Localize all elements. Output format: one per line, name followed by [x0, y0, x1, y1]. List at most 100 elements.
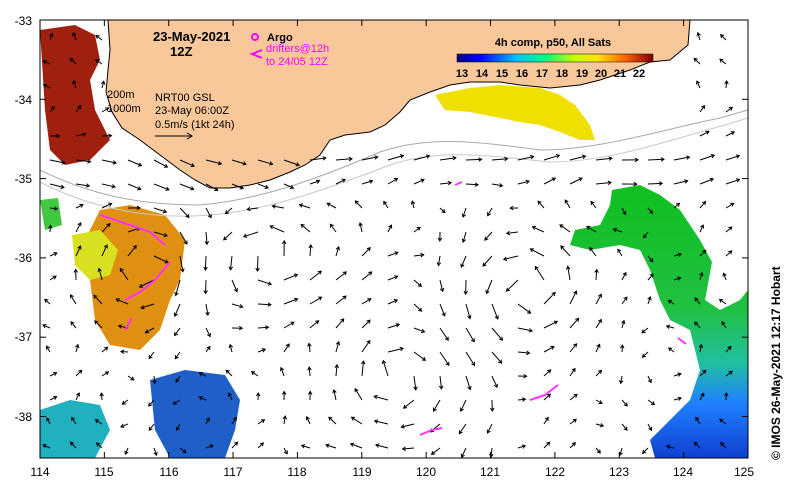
current-vector-head	[677, 396, 683, 401]
current-vector-head	[140, 305, 145, 310]
current-vector-head	[597, 369, 603, 374]
current-vector	[543, 369, 551, 377]
current-vector-head	[658, 181, 664, 186]
current-vector	[205, 159, 222, 165]
current-vector	[351, 416, 363, 425]
scale-label: 0.5m/s (1kt 24h)	[155, 119, 234, 131]
current-vector	[153, 447, 157, 456]
current-vector	[439, 182, 452, 185]
current-vector-head	[239, 304, 244, 309]
current-vector	[567, 266, 571, 281]
current-vector-head	[702, 369, 707, 374]
current-vector	[335, 178, 346, 185]
current-vector-head	[607, 180, 612, 185]
current-vector-head	[94, 59, 100, 64]
current-vector	[153, 231, 168, 237]
x-tick-label: 121	[480, 465, 500, 479]
current-vector	[673, 156, 690, 161]
current-vector	[517, 180, 530, 185]
current-vector	[530, 248, 545, 257]
current-vector-head	[120, 349, 125, 354]
current-vector	[179, 207, 190, 218]
current-vector-head	[190, 163, 196, 168]
current-vector	[283, 343, 290, 353]
current-vector-head	[227, 392, 232, 397]
current-vector	[95, 35, 103, 41]
current-vector-head	[173, 312, 178, 317]
current-vector	[595, 370, 602, 377]
current-vector	[75, 245, 81, 257]
current-vector-head	[332, 388, 337, 394]
current-vector-head	[281, 390, 287, 395]
current-vector-head	[94, 320, 99, 325]
current-vector	[595, 344, 601, 353]
current-vector-head	[234, 441, 239, 446]
current-vector	[413, 179, 425, 185]
current-vector-head	[72, 31, 77, 37]
current-vector	[413, 327, 425, 333]
current-vector	[465, 158, 482, 161]
current-vector-head	[723, 391, 729, 397]
current-vector-head	[203, 290, 208, 295]
current-vector-head	[573, 290, 578, 295]
current-vector-head	[144, 329, 149, 334]
current-vector-head	[239, 185, 245, 190]
current-vector	[309, 157, 326, 161]
current-vector-head	[325, 443, 330, 448]
current-vector	[257, 183, 269, 189]
current-vector-head	[420, 328, 426, 334]
current-vector-head	[649, 273, 654, 278]
current-vector	[437, 255, 441, 266]
current-vector	[699, 105, 705, 113]
current-vector	[247, 207, 259, 210]
current-vector-head	[400, 424, 405, 429]
current-vector-head	[77, 245, 82, 250]
current-vector-head	[49, 32, 54, 38]
colorbar-tick: 15	[496, 68, 508, 80]
current-vector	[96, 442, 103, 449]
depth-1000m-label: 1000m	[107, 103, 141, 115]
current-vector-head	[329, 223, 334, 228]
current-vector	[231, 159, 247, 165]
current-vector	[543, 154, 560, 161]
current-vector	[619, 447, 623, 456]
current-vector-head	[174, 355, 179, 360]
current-vector	[543, 177, 556, 185]
colorbar-tick: 22	[633, 68, 645, 80]
current-vector	[699, 131, 710, 137]
current-vector-head	[261, 348, 267, 353]
current-vector-head	[115, 298, 120, 303]
current-vector-head	[529, 248, 534, 253]
current-vector	[725, 226, 733, 233]
current-vector	[491, 327, 503, 341]
current-vector-head	[50, 105, 55, 111]
current-vector-head	[537, 200, 542, 205]
current-vector	[101, 223, 111, 233]
current-vector-head	[217, 161, 223, 166]
current-vector	[205, 327, 211, 337]
current-vector	[725, 202, 734, 209]
current-vector-head	[525, 179, 530, 185]
current-vector-head	[69, 57, 74, 62]
current-vector	[101, 244, 108, 257]
current-vector-head	[308, 244, 313, 249]
current-vector-head	[695, 416, 700, 421]
current-vector-head	[259, 442, 265, 447]
current-vector	[228, 392, 233, 401]
current-vector-head	[374, 155, 379, 160]
current-vector	[719, 298, 727, 305]
current-vector-head	[100, 80, 106, 85]
current-vector	[699, 272, 703, 281]
current-vector-head	[285, 343, 290, 348]
current-vector-head	[204, 240, 210, 246]
current-vector-head	[95, 442, 101, 447]
current-vector	[49, 275, 57, 281]
current-vector	[124, 447, 129, 455]
current-vector	[462, 207, 467, 218]
current-vector-head	[105, 107, 110, 112]
current-vector	[465, 351, 475, 366]
current-vector-head	[341, 178, 347, 183]
current-vector	[433, 399, 441, 412]
current-vector-head	[578, 177, 583, 182]
current-vector-head	[119, 267, 124, 273]
